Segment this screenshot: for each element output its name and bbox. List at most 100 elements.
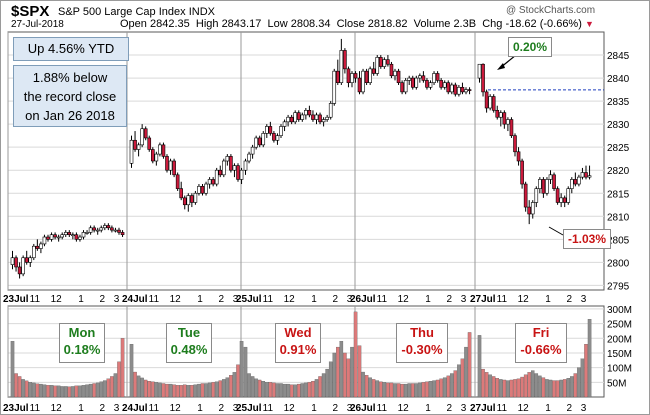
candle-body <box>74 234 79 240</box>
candle-body <box>31 245 36 259</box>
volume-bar <box>371 379 376 398</box>
volume-bar <box>450 373 454 398</box>
volume-bar <box>346 358 351 398</box>
price-tick-label: 2795 <box>607 281 630 292</box>
volume-bar <box>325 368 329 398</box>
x-tick-label: 1 <box>197 294 203 305</box>
volume-bar <box>42 384 47 398</box>
volume-bar <box>92 383 96 398</box>
candle-body <box>545 179 549 194</box>
day-name: Wed <box>284 325 312 340</box>
candle-body <box>425 80 429 88</box>
candle-body <box>389 63 394 77</box>
volume-bar <box>393 383 397 398</box>
candle-body <box>414 77 419 88</box>
day-name: Fri <box>532 325 550 340</box>
day-name: Tue <box>177 325 201 340</box>
candle-body <box>477 63 482 79</box>
candle-body <box>67 232 72 236</box>
volume-bar <box>24 380 29 398</box>
record-line-3: on Jan 26 2018 <box>25 108 115 123</box>
volume-bar <box>53 385 57 398</box>
x-tick-label: 2 <box>567 403 573 414</box>
volume-bar <box>488 374 492 398</box>
volume-bar <box>414 383 419 398</box>
volume-bar <box>570 376 574 398</box>
candle-body <box>14 257 18 268</box>
candle-body <box>239 169 244 180</box>
volume-bar <box>64 386 68 398</box>
symbol: $SPX <box>11 3 50 20</box>
candle-body <box>95 229 100 232</box>
candle-body <box>117 229 121 233</box>
volume-bar <box>477 335 482 398</box>
price-tick-label: 2800 <box>607 258 630 269</box>
volume-bar <box>577 367 581 398</box>
candle-body <box>143 128 148 139</box>
x-tick-label: 11 <box>377 294 388 305</box>
volume-bar <box>442 377 447 398</box>
candle-body <box>182 197 187 206</box>
volume-tick-label: 100M <box>607 364 632 375</box>
candle-body <box>513 135 517 153</box>
x-tick-label: 2 <box>333 403 339 414</box>
index-title: S&P 500 Large Cap Index <box>58 6 186 18</box>
volume-bar <box>491 376 496 398</box>
candle-body <box>573 179 578 185</box>
x-tick-label: 3 <box>114 294 120 305</box>
volume-bar <box>165 383 169 398</box>
volume-bar <box>10 341 15 398</box>
volume-bar <box>81 385 86 398</box>
volume-bar <box>531 370 535 398</box>
x-tick-label: 1 <box>311 294 317 305</box>
x-tick-label: 3 <box>461 403 467 414</box>
x-tick-label: 23Jul <box>3 403 29 414</box>
volume-bar <box>573 373 578 398</box>
x-tick-label: 23Jul <box>3 294 29 305</box>
candle-body <box>193 192 198 203</box>
candle-body <box>24 257 29 263</box>
candle-body <box>35 245 40 249</box>
candle-body <box>361 70 365 93</box>
candle-body <box>92 227 96 231</box>
candle-body <box>236 165 240 180</box>
candle-body <box>435 73 440 81</box>
volume-bar <box>400 383 404 398</box>
volume-bar <box>17 376 22 398</box>
candle-body <box>28 257 33 263</box>
open-callout: 0.20% <box>508 37 552 57</box>
volume-bar <box>386 382 390 398</box>
volume-axis: 50M 100M 150M 200M 250M 300M <box>607 305 632 389</box>
volume-tick-label: 250M <box>607 320 632 331</box>
volume-tick-label: 200M <box>607 334 632 345</box>
x-tick-label: 12 <box>170 403 182 414</box>
volume-bar <box>103 380 107 398</box>
candle-body <box>569 179 574 189</box>
down-triangle-icon: ▼ <box>584 19 594 29</box>
volume-bar <box>432 380 436 398</box>
candle-body <box>527 206 532 215</box>
candle-body <box>378 57 383 67</box>
volume-bar <box>236 364 240 398</box>
x-tick-label: 11 <box>263 294 274 305</box>
day-box-mon: Mon 0.18% <box>59 323 105 363</box>
volume-bar <box>520 376 524 398</box>
volume-bar <box>566 378 571 398</box>
volume-bar <box>403 383 408 398</box>
candle-body <box>428 82 433 88</box>
candle-body <box>488 96 492 109</box>
volume-bar <box>239 341 244 398</box>
low-label: Low <box>267 18 288 30</box>
volume-bar <box>523 374 528 398</box>
candle-body <box>325 116 329 120</box>
volume-bar <box>186 385 191 398</box>
candle-body <box>296 112 301 120</box>
volume-bar <box>559 379 563 398</box>
candle-body <box>10 257 15 265</box>
volume-bar <box>368 377 372 398</box>
volume-bar <box>321 373 326 398</box>
volume-bar <box>214 381 219 398</box>
volume-bar <box>182 384 187 398</box>
price-tick-label: 2805 <box>607 235 630 246</box>
